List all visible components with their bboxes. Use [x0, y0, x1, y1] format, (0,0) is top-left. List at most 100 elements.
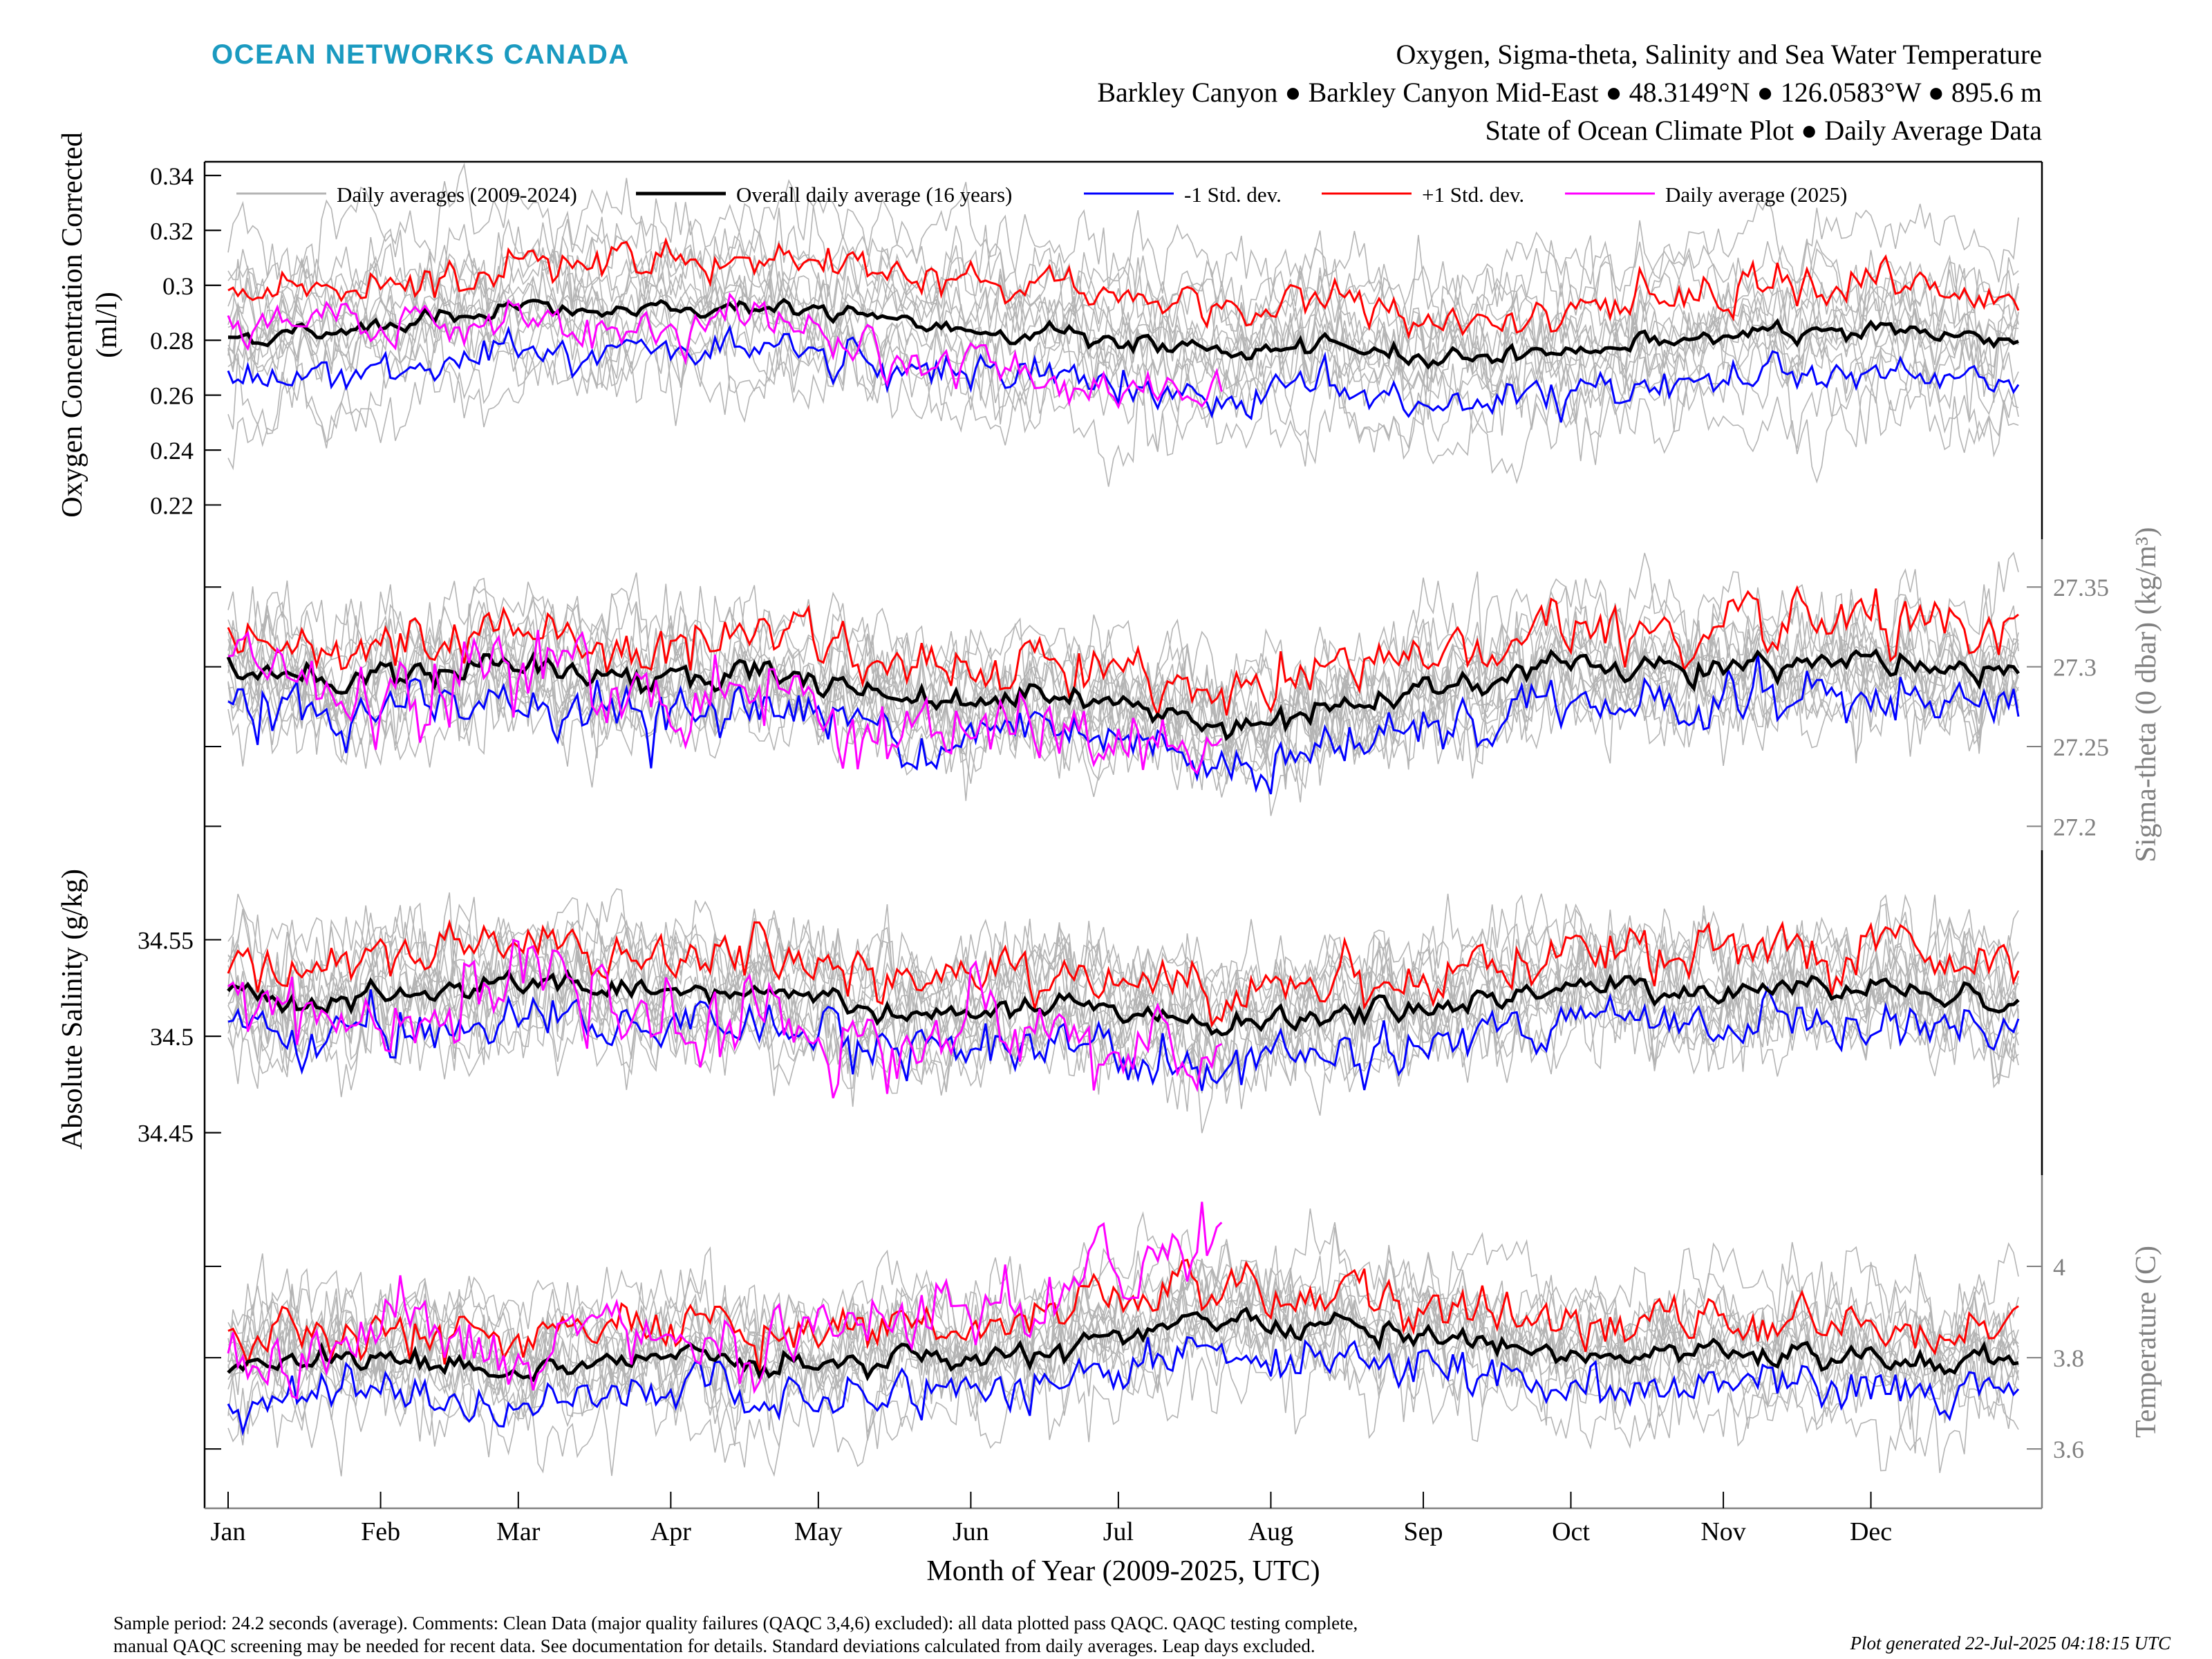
x-tick-label: Apr [650, 1517, 691, 1546]
legend-label: Daily averages (2009-2024) [337, 182, 577, 207]
historical-series [227, 284, 2019, 426]
x-tick-label: Mar [496, 1517, 541, 1546]
mean-line-sigma_theta [226, 648, 2021, 742]
historical-series [227, 1288, 2019, 1418]
legend-label: Daily average (2025) [1665, 182, 1847, 207]
historical-series [227, 646, 2019, 797]
minus-std-line-oxygen [227, 324, 2020, 423]
plot-area: 0.22 0.24 0.26 0.28 0.3 0.32 0.34 Oxygen Concen… [57, 132, 2162, 1546]
y-axis-label-oxygen: Oxygen Concentration Corrected [57, 132, 88, 517]
y-tick-label-oxygen: 0.3 [162, 272, 194, 300]
plus-std-line-salinity [227, 919, 2020, 1029]
y-tick-label-sigma_theta: 27.3 [2053, 654, 2097, 682]
historical-series [227, 1279, 2019, 1431]
legend: Daily averages (2009-2024) Overall daily … [236, 182, 1847, 207]
plot-generated-timestamp: Plot generated 22-Jul-2025 04:18:15 UTC [1850, 1633, 2171, 1653]
current-year-line-temperature [227, 1201, 1223, 1400]
current-year-line-oxygen [227, 292, 1223, 410]
historical-series [227, 319, 2019, 467]
mean-line-temperature [227, 1306, 2019, 1382]
current-year-line-salinity [227, 938, 1223, 1098]
x-tick-label: May [794, 1517, 843, 1546]
chart-title: Oxygen, Sigma-theta, Salinity and Sea Wa… [1396, 39, 2042, 70]
historical-series [227, 216, 2019, 371]
y-tick-label-sigma_theta: 27.35 [2053, 574, 2109, 601]
minus-std-line-sigma_theta [227, 653, 2020, 795]
historical-series [227, 585, 2019, 760]
historical-series [227, 552, 2019, 751]
brand-logo: OCEAN NETWORKS CANADA [212, 39, 630, 70]
x-axis-label: Month of Year (2009-2025, UTC) [926, 1555, 1320, 1587]
y-tick-label-sigma_theta: 27.2 [2053, 813, 2097, 841]
y-tick-label-temperature: 4 [2053, 1253, 2065, 1281]
historical-series [227, 276, 2019, 420]
historical-series [227, 1284, 2019, 1441]
historical-series [227, 203, 2019, 392]
historical-series [227, 1245, 2019, 1412]
y-tick-label-salinity: 34.55 [138, 927, 194, 955]
footer-note-line1: Sample period: 24.2 seconds (average). C… [113, 1613, 1358, 1633]
historical-series [227, 917, 2019, 1067]
chart-subtitle-location: Barkley Canyon ● Barkley Canyon Mid-East… [1097, 77, 2042, 108]
plus-std-line-sigma_theta [227, 585, 2019, 719]
historical-series [227, 246, 2019, 393]
y-tick-label-oxygen: 0.28 [150, 327, 194, 355]
historical-series [227, 893, 2019, 1033]
y-tick-label-salinity: 34.45 [138, 1120, 194, 1147]
y-tick-label-oxygen: 0.26 [150, 382, 194, 410]
panel-temperature [227, 1201, 2020, 1477]
historical-series [227, 641, 2019, 816]
chart-subtitle-type: State of Ocean Climate Plot ● Daily Aver… [1485, 115, 2043, 146]
x-tick-label: Nov [1700, 1517, 1745, 1546]
historical-series [227, 294, 2019, 433]
panel-oxygen [227, 162, 2020, 487]
historical-lines-salinity [227, 888, 2019, 1134]
legend-label: -1 Std. dev. [1184, 182, 1282, 207]
historical-series [227, 1266, 2019, 1418]
y-axis-label-sigma_theta: Sigma-theta (0 dbar) (kg/m³) [2130, 527, 2162, 863]
x-tick-label: Dec [1850, 1517, 1892, 1546]
historical-series [227, 330, 2019, 487]
series-layer [226, 162, 2021, 1477]
x-tick-label: Oct [1552, 1517, 1590, 1546]
panel-layer: 0.22 0.24 0.26 0.28 0.3 0.32 0.34 Oxygen Concen… [57, 132, 2162, 1463]
panel-sigma_theta [226, 552, 2021, 816]
x-axis: Jan Feb Mar Apr May Jun Jul Aug Sep Oct Nov Dec [211, 1492, 1892, 1546]
x-tick-label: Jun [953, 1517, 989, 1546]
historical-series [227, 973, 2019, 1116]
panel-salinity [227, 888, 2020, 1134]
y-tick-label-oxygen: 0.24 [150, 437, 194, 465]
footer-note-line2: manual QAQC screening may be needed for … [113, 1635, 1315, 1656]
x-tick-label: Feb [361, 1517, 400, 1546]
y-axis-label-temperature: Temperature (C) [2130, 1246, 2162, 1438]
legend-label: Overall daily average (16 years) [736, 182, 1012, 207]
x-tick-label: Aug [1248, 1517, 1293, 1546]
y-tick-label-temperature: 3.6 [2053, 1436, 2084, 1463]
minus-std-line-temperature [227, 1336, 2020, 1436]
x-tick-label: Jan [211, 1517, 246, 1546]
historical-series [227, 894, 2019, 1039]
historical-series [227, 162, 2019, 326]
historical-lines-oxygen [227, 162, 2019, 487]
historical-lines-temperature [227, 1208, 2019, 1477]
y-axis-label-salinity: Absolute Salinity (g/kg) [57, 869, 88, 1150]
y-axis-label-oxygen-unit: (ml/l) [91, 292, 123, 358]
y-tick-label-oxygen: 0.32 [150, 217, 194, 245]
plus-std-line-temperature [227, 1258, 2019, 1374]
x-tick-label: Sep [1404, 1517, 1443, 1546]
plus-std-line-oxygen [227, 236, 2020, 340]
current-year-line-sigma_theta [227, 630, 1223, 775]
y-tick-label-sigma_theta: 27.25 [2053, 733, 2109, 761]
mean-line-oxygen [227, 297, 2019, 370]
historical-series [227, 1241, 2019, 1391]
legend-label: +1 Std. dev. [1422, 182, 1524, 207]
y-tick-label-temperature: 3.8 [2053, 1344, 2084, 1372]
historical-series [227, 1208, 2019, 1363]
y-tick-label-oxygen: 0.34 [150, 162, 194, 190]
historical-series [227, 1301, 2019, 1454]
minus-std-line-salinity [227, 986, 2020, 1091]
y-tick-label-oxygen: 0.22 [150, 492, 194, 520]
historical-series [227, 1259, 2019, 1427]
y-tick-label-salinity: 34.5 [150, 1023, 194, 1051]
